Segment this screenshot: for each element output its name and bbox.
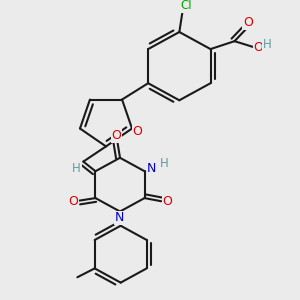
Text: O: O [112,129,122,142]
Text: N: N [115,211,124,224]
Text: O: O [132,125,142,138]
Text: O: O [68,195,78,208]
Text: H: H [72,162,81,175]
Text: O: O [243,16,253,29]
Text: N: N [147,162,157,175]
Text: Cl: Cl [180,0,192,12]
Text: H: H [263,38,272,51]
Text: O: O [254,41,263,54]
Text: O: O [162,195,172,208]
Text: H: H [160,157,168,170]
